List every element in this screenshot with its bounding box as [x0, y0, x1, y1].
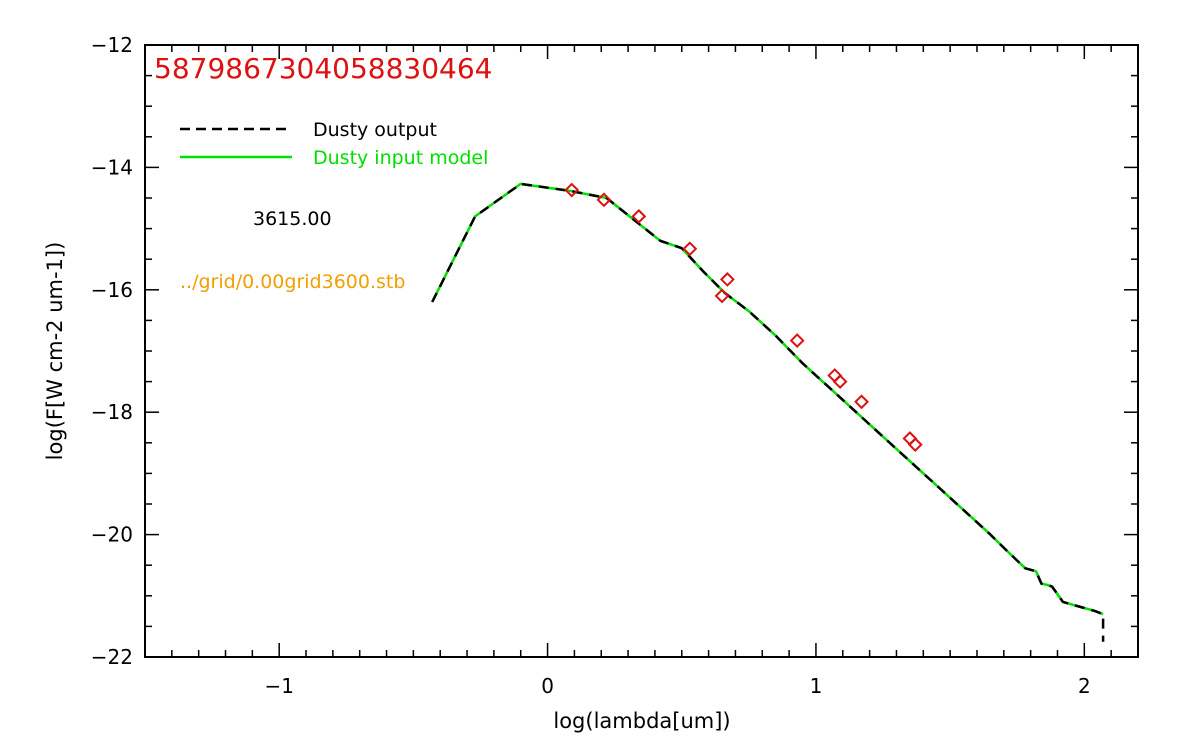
legend: Dusty output Dusty input model — [180, 119, 488, 169]
photometry-point — [631, 208, 647, 224]
axis-tick-labels: −1 0 1 2 −22 −20 −18 −16 −14 −12 — [91, 33, 1091, 698]
photometry-point — [907, 437, 923, 453]
temperature-annotation: 3615.00 — [253, 208, 332, 230]
photometry-point — [854, 394, 869, 410]
photometry-point — [789, 333, 805, 349]
grid-file-annotation: ../grid/0.00grid3600.stb — [180, 271, 405, 293]
y-tick-label: −16 — [91, 278, 133, 302]
y-axis-title: log(F[W cm-2 um-1]) — [43, 242, 67, 461]
x-tick-label: 2 — [1078, 674, 1091, 698]
photometry-markers — [564, 182, 923, 453]
output-line — [431, 182, 1105, 642]
photometry-point — [596, 192, 612, 208]
y-tick-label: −18 — [91, 400, 133, 424]
photometry-point — [714, 288, 730, 304]
legend-input-label: Dusty input model — [313, 147, 488, 169]
object-id-title: 5879867304058830464 — [154, 52, 492, 85]
photometry-point — [564, 182, 580, 198]
legend-output-label: Dusty output — [313, 119, 437, 141]
photometry-point — [719, 271, 735, 287]
photometry-point — [682, 241, 698, 257]
x-tick-label: 1 — [810, 674, 823, 698]
y-tick-label: −14 — [91, 155, 133, 179]
x-axis-title: log(lambda[um]) — [553, 709, 730, 733]
y-tick-label: −22 — [91, 645, 133, 669]
y-tick-label: −12 — [91, 33, 133, 57]
x-tick-label: −1 — [264, 674, 293, 698]
input-model-line — [431, 182, 1104, 616]
photometry-point — [832, 374, 848, 390]
plot-area-border — [144, 44, 1139, 658]
plot-frame — [144, 44, 1139, 658]
plot-curves — [431, 182, 1105, 642]
x-tick-label: 0 — [541, 674, 554, 698]
y-tick-label: −20 — [91, 523, 133, 547]
axis-ticks — [144, 44, 1139, 658]
